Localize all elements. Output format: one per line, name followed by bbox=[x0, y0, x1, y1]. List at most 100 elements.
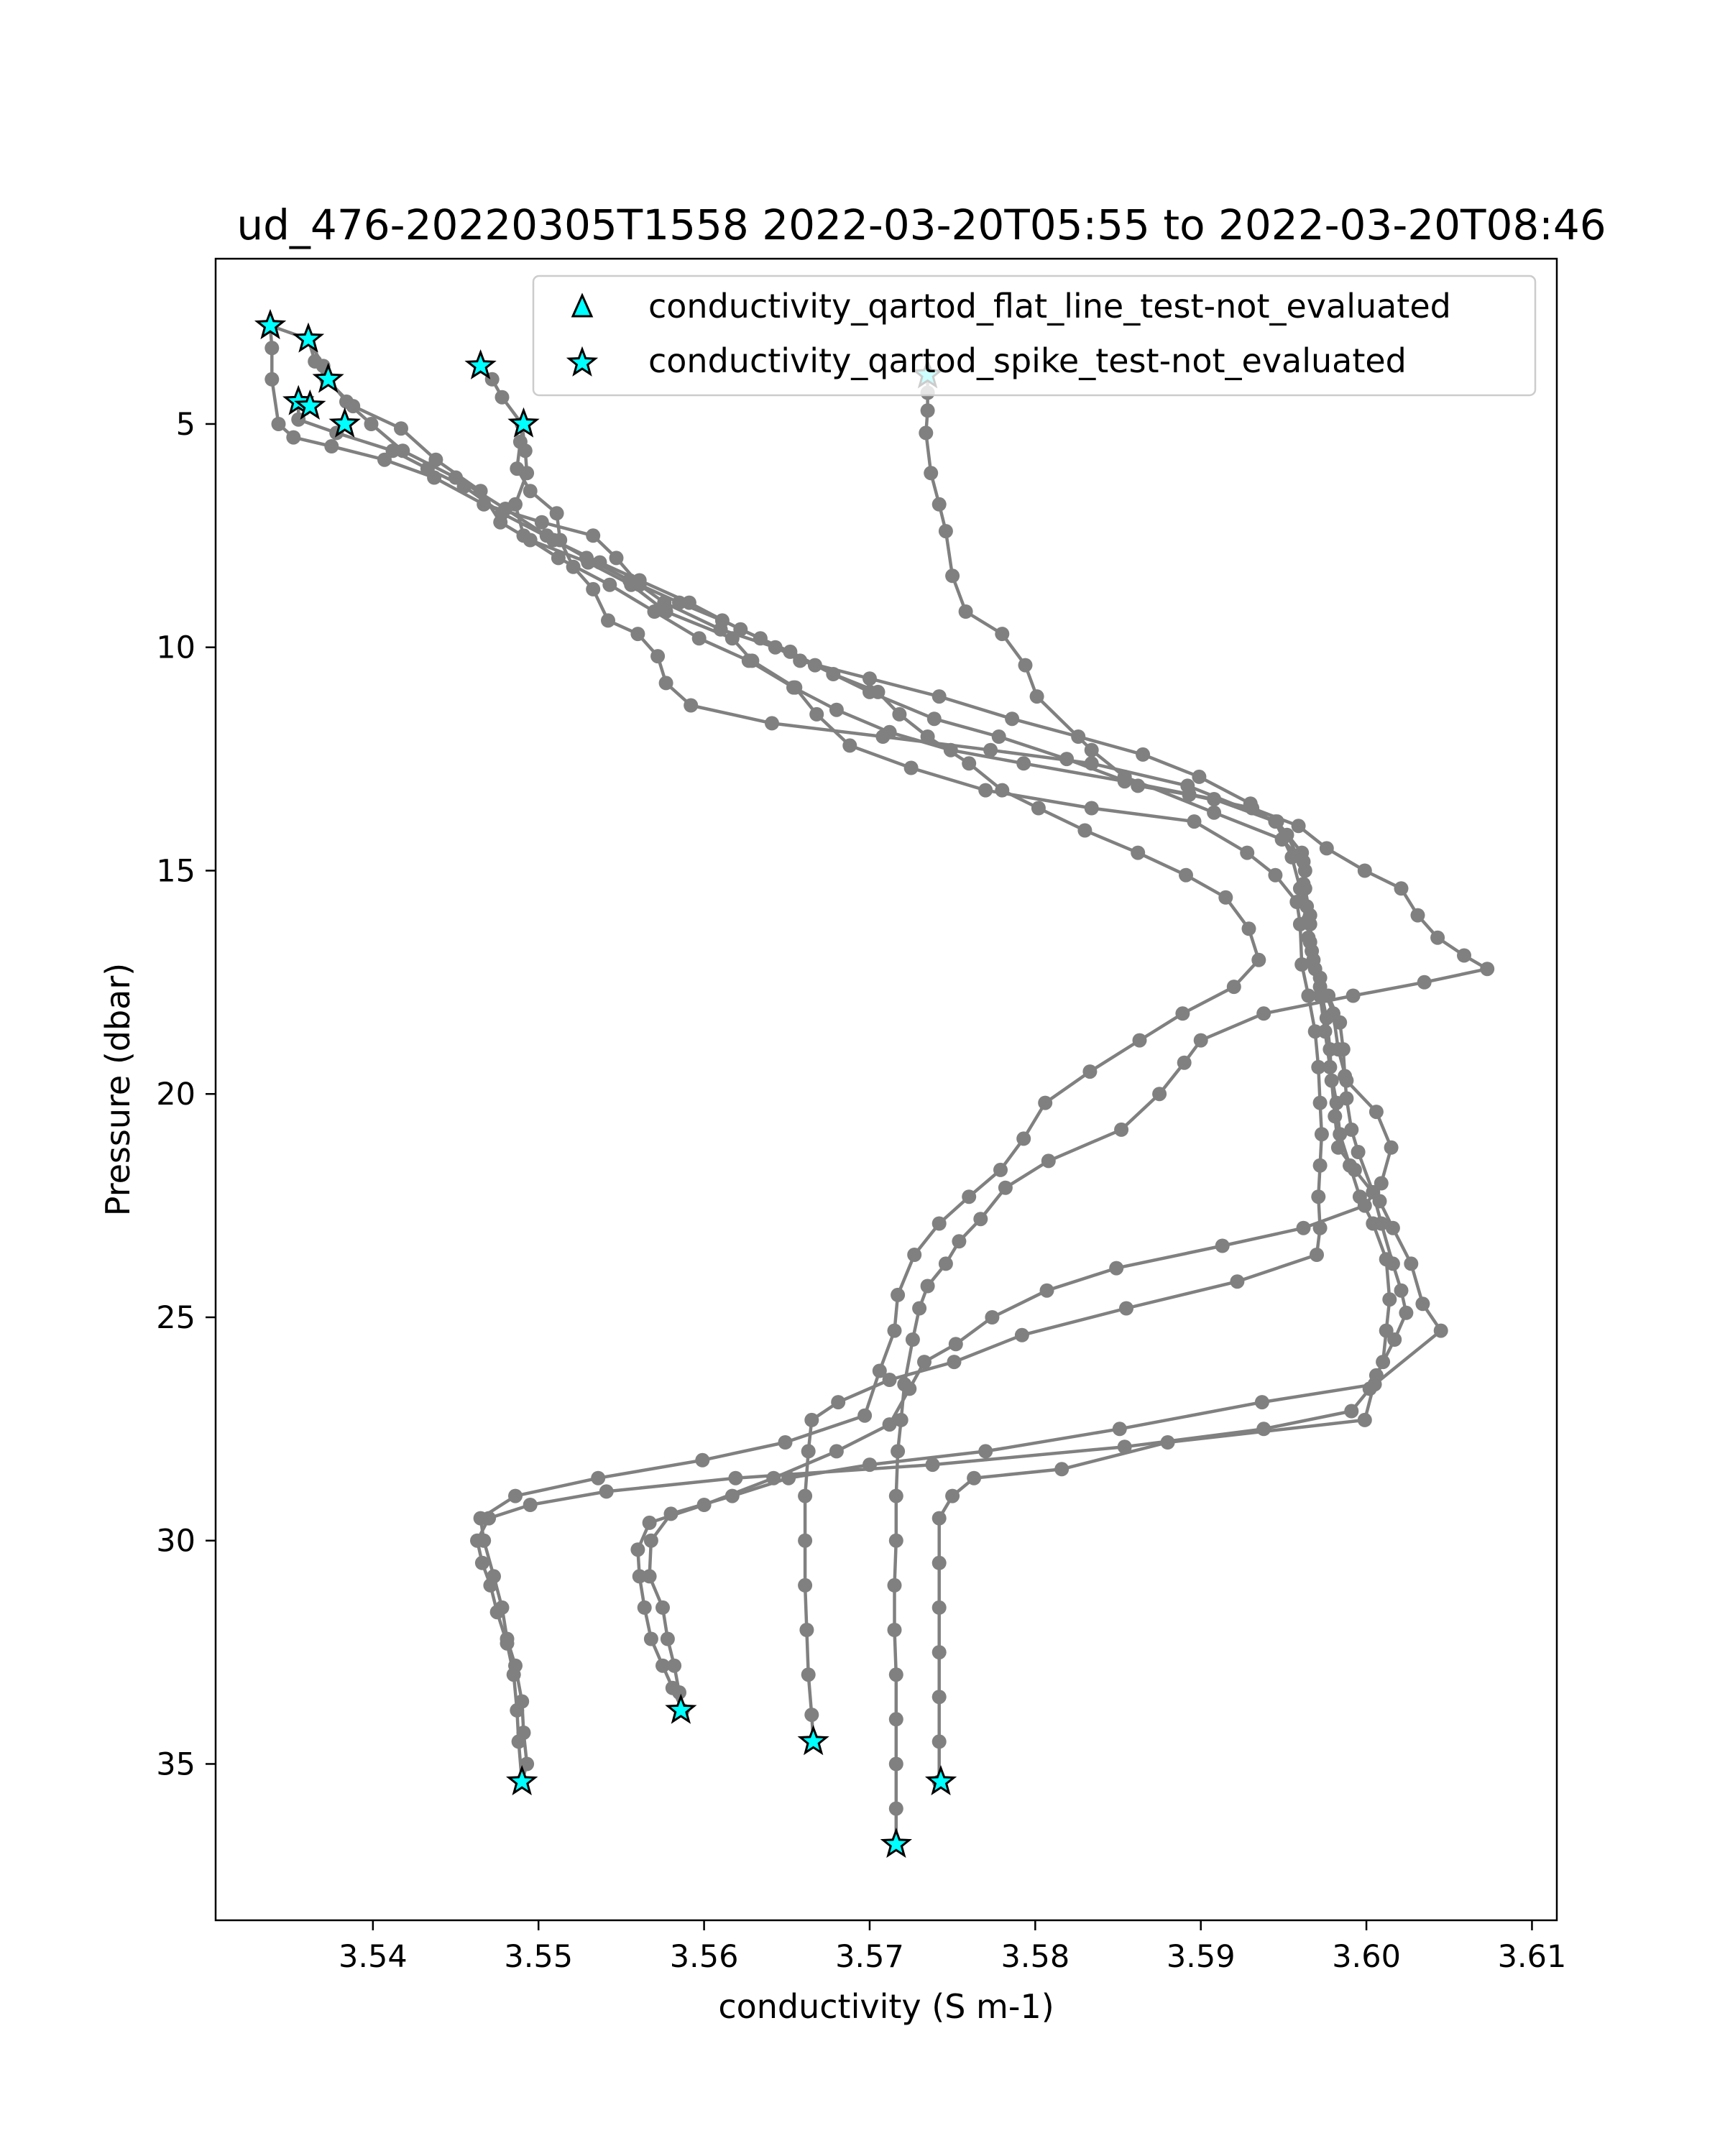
data-point bbox=[1059, 752, 1074, 766]
data-point bbox=[1255, 1395, 1269, 1409]
data-point bbox=[1038, 1096, 1052, 1110]
data-point bbox=[917, 1355, 932, 1369]
data-point bbox=[630, 1542, 645, 1557]
data-point bbox=[1015, 1328, 1029, 1342]
data-point bbox=[1109, 1261, 1123, 1276]
data-point bbox=[932, 1511, 947, 1526]
data-point bbox=[888, 1623, 902, 1637]
data-point bbox=[978, 1444, 993, 1458]
data-point bbox=[793, 653, 807, 668]
data-point bbox=[470, 1534, 484, 1548]
data-point bbox=[1313, 1096, 1328, 1110]
data-point bbox=[500, 1636, 515, 1651]
data-point bbox=[448, 471, 463, 485]
data-point bbox=[939, 524, 953, 538]
data-point bbox=[1369, 1105, 1384, 1119]
data-point bbox=[286, 430, 300, 445]
x-tick-label: 3.56 bbox=[670, 1939, 739, 1975]
data-point bbox=[695, 1453, 709, 1468]
x-tick-label: 3.60 bbox=[1332, 1939, 1401, 1975]
data-point bbox=[1268, 814, 1282, 829]
x-tick-label: 3.59 bbox=[1167, 1939, 1236, 1975]
data-point bbox=[1218, 890, 1233, 905]
data-point bbox=[1177, 1056, 1192, 1070]
data-point bbox=[644, 1534, 658, 1548]
data-point bbox=[1343, 1158, 1357, 1173]
data-point bbox=[1152, 1087, 1167, 1101]
data-point bbox=[1230, 1274, 1244, 1289]
data-point bbox=[804, 1413, 819, 1427]
data-point bbox=[842, 738, 857, 752]
data-point bbox=[892, 707, 906, 722]
data-point bbox=[1384, 1141, 1399, 1155]
data-point bbox=[1344, 1404, 1358, 1419]
data-point bbox=[831, 1395, 845, 1409]
data-point bbox=[1297, 1221, 1311, 1235]
data-point bbox=[871, 685, 886, 699]
data-point bbox=[1358, 864, 1372, 878]
data-point bbox=[490, 1605, 505, 1619]
data-point bbox=[962, 1189, 976, 1204]
data-point bbox=[1242, 921, 1256, 936]
data-point bbox=[786, 681, 801, 695]
data-point bbox=[967, 1471, 981, 1485]
data-point bbox=[339, 395, 354, 409]
data-point bbox=[1394, 881, 1409, 895]
data-point bbox=[939, 1256, 953, 1271]
data-point bbox=[778, 1435, 793, 1450]
data-point bbox=[659, 676, 673, 690]
data-point bbox=[540, 528, 554, 543]
legend: conductivity_qartod_flat_line_test-not_e… bbox=[533, 276, 1535, 395]
data-point bbox=[912, 1302, 926, 1316]
x-tick-label: 3.55 bbox=[504, 1939, 573, 1975]
data-point bbox=[932, 1600, 947, 1615]
data-point bbox=[1018, 658, 1033, 673]
data-point bbox=[1434, 1324, 1448, 1338]
data-point bbox=[978, 783, 993, 798]
data-point bbox=[944, 743, 958, 757]
data-point bbox=[902, 1381, 916, 1396]
data-point bbox=[672, 596, 686, 610]
data-point bbox=[932, 1645, 947, 1659]
data-point bbox=[799, 1623, 814, 1637]
data-point bbox=[1311, 1189, 1325, 1204]
data-point bbox=[1326, 1006, 1340, 1021]
data-point bbox=[945, 568, 960, 583]
data-point bbox=[666, 1681, 680, 1695]
data-point bbox=[586, 528, 600, 543]
chart-title: ud_476-20220305T1558 2022-03-20T05:55 to… bbox=[236, 201, 1606, 249]
data-point bbox=[684, 699, 698, 713]
data-point bbox=[656, 1659, 670, 1673]
data-point bbox=[1240, 846, 1254, 860]
data-point bbox=[891, 1288, 905, 1302]
data-point bbox=[804, 1708, 819, 1722]
data-point bbox=[1351, 1145, 1366, 1159]
data-point bbox=[1376, 1355, 1390, 1369]
data-point bbox=[1292, 819, 1306, 833]
data-point bbox=[728, 1471, 742, 1485]
data-point bbox=[518, 443, 533, 458]
data-point bbox=[889, 1802, 903, 1816]
data-point bbox=[798, 1534, 812, 1548]
data-point bbox=[264, 341, 279, 355]
data-point bbox=[1331, 1042, 1346, 1056]
data-point bbox=[648, 604, 662, 619]
data-point bbox=[661, 1632, 675, 1646]
data-point bbox=[324, 439, 339, 453]
data-point bbox=[1363, 1381, 1377, 1396]
data-point bbox=[857, 1409, 872, 1423]
data-point bbox=[995, 783, 1009, 798]
data-point bbox=[891, 1444, 905, 1458]
data-point bbox=[264, 372, 279, 387]
data-point bbox=[1480, 962, 1494, 976]
data-point bbox=[945, 1489, 960, 1503]
data-point bbox=[883, 1417, 897, 1432]
y-tick-label: 15 bbox=[156, 853, 196, 889]
data-point bbox=[517, 528, 531, 543]
data-point bbox=[1417, 975, 1432, 990]
data-point bbox=[1179, 868, 1193, 883]
data-point bbox=[512, 1734, 526, 1749]
data-point bbox=[1457, 949, 1471, 963]
y-tick-label: 10 bbox=[156, 630, 196, 666]
data-point bbox=[1227, 980, 1241, 994]
